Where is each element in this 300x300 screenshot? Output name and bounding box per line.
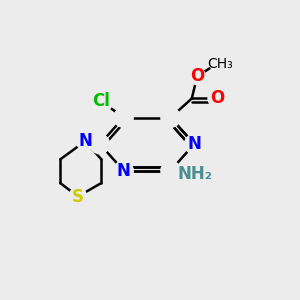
Circle shape — [114, 161, 133, 180]
Circle shape — [114, 108, 133, 127]
Text: N: N — [187, 135, 201, 153]
Circle shape — [161, 161, 180, 180]
Circle shape — [69, 188, 87, 206]
Text: Cl: Cl — [92, 92, 110, 110]
Circle shape — [76, 132, 94, 150]
Text: NH₂: NH₂ — [177, 165, 212, 183]
Circle shape — [189, 68, 206, 85]
Text: N: N — [78, 132, 92, 150]
Circle shape — [161, 108, 180, 127]
Circle shape — [182, 161, 207, 186]
Text: S: S — [72, 188, 84, 206]
Text: O: O — [210, 89, 224, 107]
Text: O: O — [190, 68, 204, 85]
Circle shape — [184, 134, 204, 154]
Circle shape — [90, 90, 112, 112]
Text: CH₃: CH₃ — [207, 57, 233, 71]
Text: N: N — [117, 162, 130, 180]
Circle shape — [208, 90, 226, 107]
Circle shape — [90, 134, 110, 154]
